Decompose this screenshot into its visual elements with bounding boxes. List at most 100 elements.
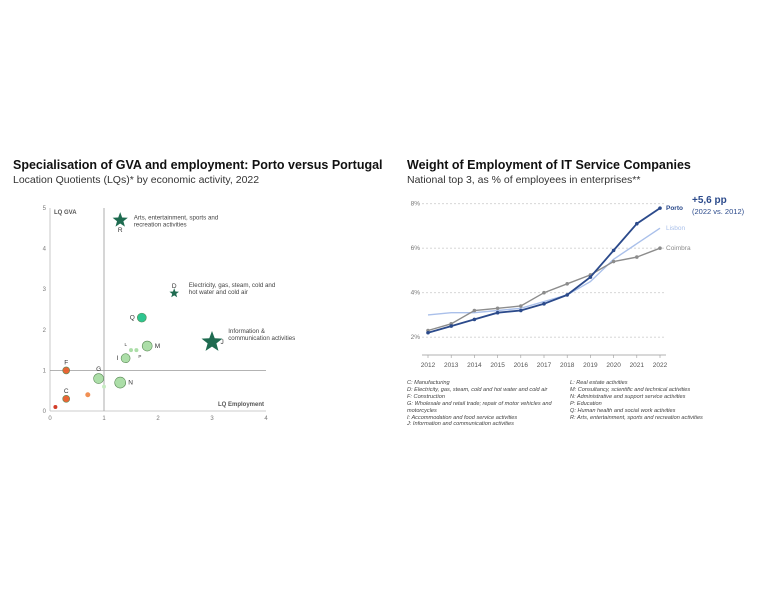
series-marker [426,330,430,335]
point-label: G [96,366,101,373]
series-marker [635,221,639,226]
annotation-detail: (2022 vs. 2012) [692,207,745,216]
point-label: Q [130,315,135,322]
legend-note: N: Administrative and support service ac… [570,393,686,400]
scatter-point [120,353,131,364]
y-tick-label: 6% [411,245,421,252]
x-tick-label: 2013 [444,362,459,369]
point-label: J [221,339,224,346]
point-annotation: Arts, entertainment, sports and [134,214,219,221]
point-annotation: Electricity, gas, steam, cold and [189,282,276,289]
scatter-point [134,348,139,353]
legend-note: I: Accommodation and food service activi… [407,414,518,421]
series-marker [658,246,662,250]
scatter-point [141,340,153,352]
x-tick-label: 2015 [490,362,505,369]
point-label: R [118,227,123,234]
series-marker [565,293,569,297]
series-label: Lisbon [666,225,686,232]
series-marker [449,324,454,328]
y-tick-label: 2 [43,328,47,334]
x-tick-label: 3 [210,416,214,422]
point-annotation: Information & [228,328,266,335]
series-marker [472,317,477,322]
x-tick-label: 2021 [630,362,645,369]
legend-note: F: Construction [407,393,445,400]
star-marker [169,288,179,298]
series-marker [495,306,500,311]
legend-note: M: Consultancy, scientific and technical… [570,386,691,393]
point-label: N [128,380,133,387]
legend-note: C: Manufacturing [407,380,450,386]
scatter-legend-right: L: Real estate activities M: Consultancy… [570,380,703,421]
y-tick-label: 4 [43,247,47,253]
series-marker [658,206,662,210]
series-label: Coimbra [666,245,691,252]
series-marker [542,290,546,295]
series-marker [472,308,477,313]
legend-note: D: Electricity, gas, steam, cold and hot… [407,386,548,393]
series-marker [588,275,593,279]
scatter-point [85,392,91,398]
x-tick-label: 2012 [421,362,436,369]
scatter-point [53,404,58,409]
line-title: Weight of Employment of IT Service Compa… [407,158,691,172]
x-tick-label: 2019 [583,362,598,369]
annotation-headline: +5,6 pp [692,195,727,206]
legend-note: J: Information and communication activit… [407,421,514,428]
x-tick-label: 2016 [514,362,529,369]
point-label: L [124,342,127,347]
star-marker [201,330,223,351]
series-line [427,247,661,332]
y-tick-label: 8% [411,201,421,208]
x-tick-label: 2 [156,416,160,422]
scatter-point [137,312,147,323]
series-marker [542,302,546,306]
legend-note: P: Education [570,400,602,407]
legend-note: motorcycles [407,407,437,414]
scatter-point [93,373,104,384]
x-tick-label: 2020 [606,362,621,369]
point-annotation: hot water and cold air [189,289,248,296]
y-tick-label: 4% [411,290,421,297]
series-marker [635,255,639,259]
series-marker [519,308,523,313]
legend-note: Q: Human health and social work activiti… [570,407,676,414]
series-marker [495,310,500,315]
point-annotation: communication activities [228,335,295,342]
scatter-point [62,366,70,375]
series-marker [611,259,616,264]
y-tick-label: 3 [43,287,47,293]
scatter-title: Specialisation of GVA and employment: Po… [13,158,383,172]
legend-note: L: Real estate activities [570,380,628,386]
legend-note: R: Arts, entertainment, sports and recre… [570,414,703,421]
scatter-plot: 0 1 2 3 4 0 1 2 3 4 5 LQ GVA LQ Employment C F G N I L P M Q R… [43,206,296,422]
point-label: F [64,359,68,366]
point-label: D [172,283,177,290]
scatter-point [129,348,133,353]
x-tick-label: 2017 [537,362,552,369]
x-tick-label: 1 [102,416,106,422]
line-chart: 2% 4% 6% 8% 2012 2013 2014 2015 2016 2017 2018 2019… [411,195,745,369]
star-marker [112,212,128,227]
y-axis-label: LQ GVA [54,210,77,216]
y-tick-label: 5 [43,206,47,212]
scatter-legend-left: C: Manufacturing D: Electricity, gas, st… [407,380,552,428]
x-axis-label: LQ Employment [218,402,264,408]
series-marker [565,281,569,286]
x-tick-label: 2018 [560,362,575,369]
series-marker [519,304,523,308]
line-subtitle: National top 3, as % of employees in ent… [407,174,641,186]
point-label: I [117,355,119,362]
y-tick-label: 2% [411,334,421,341]
series-marker [611,248,616,253]
point-label: P [138,354,141,359]
x-tick-label: 2014 [467,362,482,369]
x-tick-label: 4 [264,416,268,422]
point-label: C [64,388,69,395]
x-tick-label: 0 [48,416,52,422]
scatter-subtitle: Location Quotients (LQs)* by economic ac… [13,174,260,186]
point-label: M [155,343,160,350]
x-tick-label: 2022 [653,362,668,369]
